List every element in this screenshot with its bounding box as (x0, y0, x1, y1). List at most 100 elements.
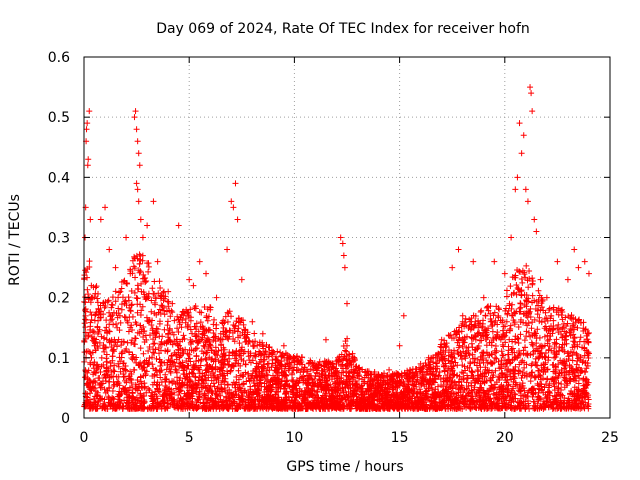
data-point (454, 339, 461, 346)
data-point (465, 324, 472, 331)
data-point (538, 362, 545, 369)
data-point (286, 365, 293, 372)
data-point (486, 402, 493, 409)
data-point (305, 389, 312, 396)
data-point (91, 329, 98, 336)
data-point (105, 297, 112, 304)
data-point (96, 381, 103, 388)
data-point (131, 366, 138, 373)
data-point (437, 349, 444, 356)
data-point (493, 335, 500, 342)
data-point (95, 363, 102, 370)
data-point (171, 359, 178, 366)
data-point (332, 397, 339, 404)
data-point (164, 322, 171, 329)
data-point (331, 372, 338, 379)
data-point (168, 386, 175, 393)
data-point (316, 358, 323, 365)
data-point (341, 353, 348, 360)
data-point (162, 383, 169, 390)
data-point (91, 317, 98, 324)
data-point (536, 386, 543, 393)
data-point (537, 376, 544, 383)
data-point (168, 390, 175, 397)
data-point (471, 332, 478, 339)
data-point (524, 277, 531, 284)
data-point (536, 354, 543, 361)
data-point (507, 325, 514, 332)
data-point (511, 319, 518, 326)
data-point (140, 400, 147, 407)
data-point (261, 372, 268, 379)
data-point (90, 328, 97, 335)
data-point (400, 400, 407, 407)
data-point (196, 388, 203, 395)
data-point (137, 395, 144, 402)
data-point (128, 301, 135, 308)
data-point (192, 346, 199, 353)
data-point (506, 300, 513, 307)
data-point (289, 387, 296, 394)
data-point (201, 328, 208, 335)
data-point (240, 321, 247, 328)
data-point (334, 354, 341, 361)
data-point (562, 314, 569, 321)
data-point (520, 385, 527, 392)
data-point (235, 367, 242, 374)
data-point (161, 326, 168, 333)
data-point (474, 345, 481, 352)
data-point (238, 317, 245, 324)
data-point (522, 274, 529, 281)
data-point (529, 275, 536, 282)
data-point (134, 309, 141, 316)
data-point (294, 361, 301, 368)
data-point (474, 375, 481, 382)
data-point (298, 388, 305, 395)
data-point (212, 363, 219, 370)
data-point (139, 275, 146, 282)
data-point (84, 286, 91, 293)
data-point (359, 376, 366, 383)
data-point (272, 378, 279, 385)
data-point (129, 351, 136, 358)
data-point (325, 365, 332, 372)
data-point (282, 390, 289, 397)
data-point (527, 378, 534, 385)
data-point (156, 318, 163, 325)
data-point (206, 405, 213, 412)
data-point (460, 348, 467, 355)
data-point (322, 372, 329, 379)
data-point (436, 404, 443, 411)
data-point (519, 357, 526, 364)
data-point (258, 398, 265, 405)
data-point (272, 364, 279, 371)
data-point (409, 395, 416, 402)
data-point (197, 319, 204, 326)
data-point (217, 392, 224, 399)
data-point (518, 276, 525, 283)
data-point (135, 286, 142, 293)
data-point (153, 328, 160, 335)
data-point (534, 326, 541, 333)
data-point (136, 269, 143, 276)
data-point (455, 392, 462, 399)
data-point (187, 358, 194, 365)
data-point (164, 339, 171, 346)
data-point (539, 298, 546, 305)
data-point (509, 301, 516, 308)
data-point (536, 367, 543, 374)
data-point (523, 361, 530, 368)
data-point (117, 288, 124, 295)
data-point (141, 399, 148, 406)
data-point (189, 366, 196, 373)
data-point (353, 380, 360, 387)
data-point (413, 394, 420, 401)
data-point (503, 293, 510, 300)
data-point (109, 347, 116, 354)
data-point (462, 393, 469, 400)
data-point (97, 395, 104, 402)
data-point (495, 305, 502, 312)
data-point (456, 334, 463, 341)
data-point (502, 395, 509, 402)
data-point (103, 368, 110, 375)
